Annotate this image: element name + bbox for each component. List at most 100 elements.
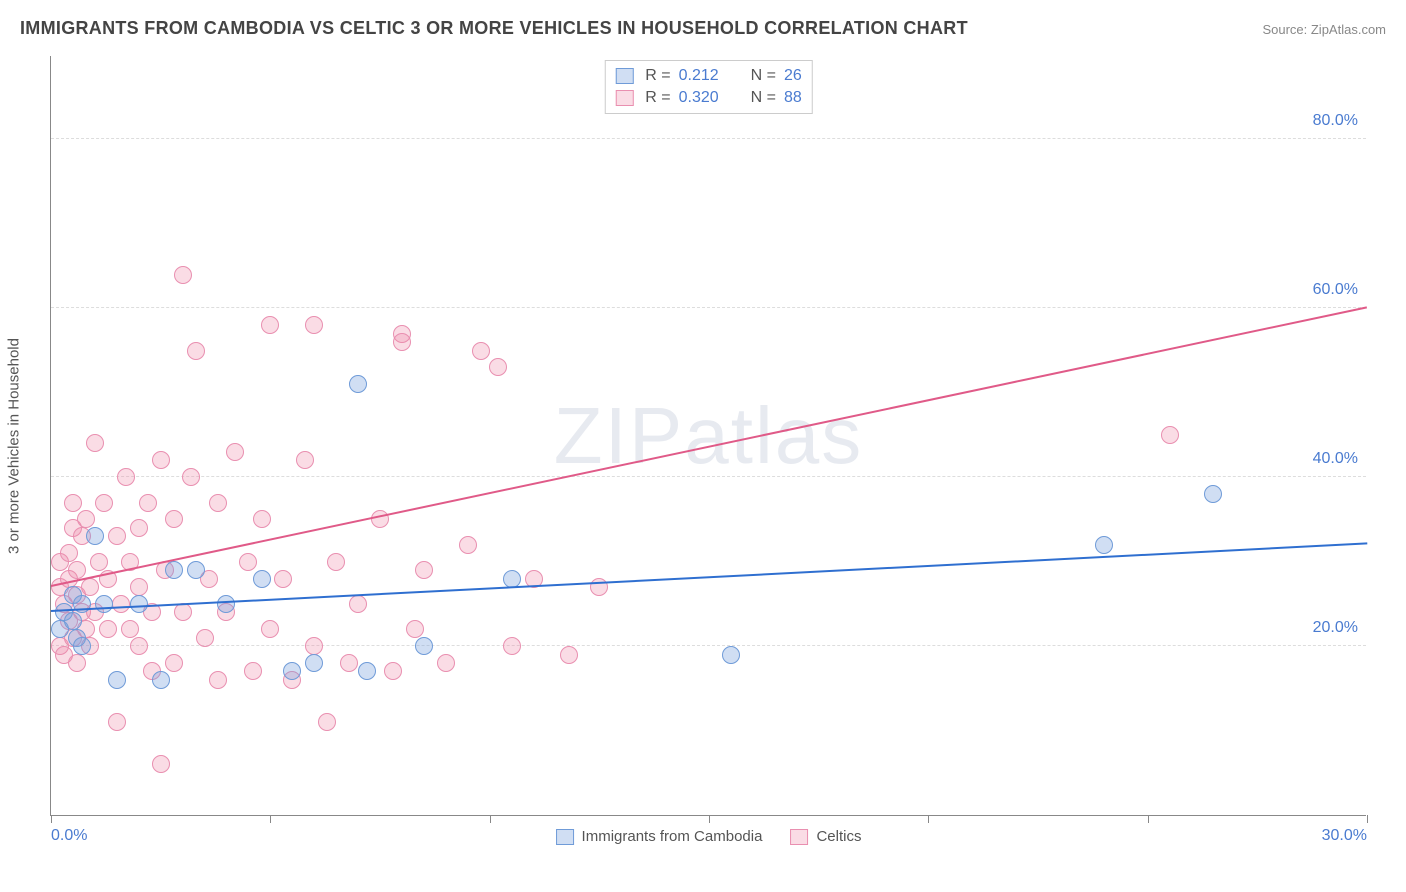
data-point-celtics	[305, 316, 323, 334]
data-point-celtics	[349, 595, 367, 613]
data-point-cambodia	[305, 654, 323, 672]
n-label: N =	[751, 67, 776, 85]
data-point-celtics	[174, 603, 192, 621]
data-point-cambodia	[349, 375, 367, 393]
data-point-cambodia	[73, 637, 91, 655]
data-point-celtics	[108, 527, 126, 545]
chart-source: Source: ZipAtlas.com	[1262, 22, 1386, 37]
data-point-celtics	[60, 544, 78, 562]
data-point-celtics	[77, 510, 95, 528]
x-tick-label: 30.0%	[1322, 827, 1367, 845]
r-label: R =	[645, 67, 670, 85]
data-point-celtics	[86, 434, 104, 452]
data-point-celtics	[340, 654, 358, 672]
correlation-legend: R =0.212N =26R =0.320N =88	[604, 60, 812, 114]
data-point-celtics	[261, 316, 279, 334]
x-tick	[51, 815, 52, 823]
y-tick-label: 20.0%	[1313, 619, 1358, 637]
data-point-celtics	[130, 519, 148, 537]
data-point-cambodia	[358, 662, 376, 680]
legend-label-celtics: Celtics	[816, 828, 861, 845]
x-tick	[490, 815, 491, 823]
legend-item-cambodia: Immigrants from Cambodia	[556, 828, 763, 845]
data-point-celtics	[261, 620, 279, 638]
data-point-celtics	[130, 578, 148, 596]
r-value-celtics: 0.320	[679, 89, 733, 107]
data-point-celtics	[139, 494, 157, 512]
data-point-celtics	[68, 561, 86, 579]
data-point-cambodia	[253, 570, 271, 588]
data-point-celtics	[121, 620, 139, 638]
data-point-cambodia	[152, 671, 170, 689]
data-point-celtics	[152, 755, 170, 773]
legend-item-celtics: Celtics	[790, 828, 861, 845]
data-point-celtics	[274, 570, 292, 588]
data-point-celtics	[95, 494, 113, 512]
data-point-celtics	[99, 620, 117, 638]
gridline	[51, 307, 1366, 308]
data-point-cambodia	[187, 561, 205, 579]
data-point-cambodia	[415, 637, 433, 655]
data-point-celtics	[81, 578, 99, 596]
legend-label-cambodia: Immigrants from Cambodia	[582, 828, 763, 845]
data-point-cambodia	[722, 646, 740, 664]
data-point-celtics	[130, 637, 148, 655]
data-point-celtics	[327, 553, 345, 571]
chart-header: IMMIGRANTS FROM CAMBODIA VS CELTIC 3 OR …	[20, 18, 1386, 39]
data-point-celtics	[68, 654, 86, 672]
legend-swatch-cambodia	[615, 68, 633, 84]
x-tick	[1367, 815, 1368, 823]
y-tick-label: 60.0%	[1313, 281, 1358, 299]
data-point-celtics	[296, 451, 314, 469]
x-tick-label: 0.0%	[51, 827, 87, 845]
data-point-celtics	[196, 629, 214, 647]
gridline	[51, 138, 1366, 139]
data-point-celtics	[152, 451, 170, 469]
data-point-celtics	[209, 494, 227, 512]
n-label: N =	[751, 89, 776, 107]
data-point-cambodia	[108, 671, 126, 689]
data-point-celtics	[305, 637, 323, 655]
data-point-cambodia	[1204, 485, 1222, 503]
data-point-celtics	[489, 358, 507, 376]
data-point-cambodia	[86, 527, 104, 545]
data-point-cambodia	[1095, 536, 1113, 554]
data-point-celtics	[165, 654, 183, 672]
data-point-celtics	[472, 342, 490, 360]
data-point-celtics	[90, 553, 108, 571]
gridline	[51, 476, 1366, 477]
scatter-plot: ZIPatlas 20.0%40.0%60.0%80.0%0.0%30.0%R …	[50, 56, 1366, 816]
data-point-celtics	[64, 494, 82, 512]
x-tick	[928, 815, 929, 823]
data-point-celtics	[226, 443, 244, 461]
x-tick	[270, 815, 271, 823]
data-point-cambodia	[165, 561, 183, 579]
data-point-celtics	[209, 671, 227, 689]
y-tick-label: 40.0%	[1313, 450, 1358, 468]
r-label: R =	[645, 89, 670, 107]
data-point-celtics	[253, 510, 271, 528]
data-point-celtics	[117, 468, 135, 486]
series-legend: Immigrants from Cambodia Celtics	[556, 828, 862, 845]
data-point-celtics	[437, 654, 455, 672]
legend-swatch-cambodia	[556, 829, 574, 845]
data-point-cambodia	[95, 595, 113, 613]
data-point-celtics	[459, 536, 477, 554]
y-axis-label: 3 or more Vehicles in Household	[6, 338, 23, 554]
data-point-celtics	[1161, 426, 1179, 444]
data-point-celtics	[244, 662, 262, 680]
data-point-cambodia	[217, 595, 235, 613]
trendline-celtics	[51, 306, 1367, 587]
data-point-cambodia	[283, 662, 301, 680]
data-point-celtics	[182, 468, 200, 486]
x-tick	[709, 815, 710, 823]
data-point-celtics	[174, 266, 192, 284]
data-point-celtics	[108, 713, 126, 731]
n-value-cambodia: 26	[784, 67, 802, 85]
data-point-cambodia	[64, 612, 82, 630]
data-point-celtics	[560, 646, 578, 664]
data-point-celtics	[393, 333, 411, 351]
y-tick-label: 80.0%	[1313, 112, 1358, 130]
gridline	[51, 645, 1366, 646]
legend-swatch-celtics	[615, 90, 633, 106]
